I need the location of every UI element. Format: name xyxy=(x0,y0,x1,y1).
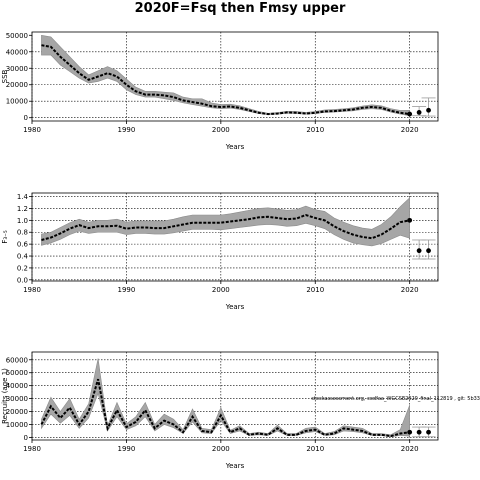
panel0-estimate-line xyxy=(41,44,410,116)
panel0-xlabel: Years xyxy=(225,143,245,151)
panel1-xtick-label: 1990 xyxy=(118,286,136,294)
panel2-xtick-label: 2000 xyxy=(212,445,230,453)
panel0-xtick-label: 2020 xyxy=(401,126,419,134)
recruitment-panel: 1980 1990 2000 2010 2020 0 10000 20000 30000 4000… xyxy=(1,351,480,470)
panel1-ylabel: F₃₋₅ xyxy=(1,230,9,244)
panel1-projection-point xyxy=(416,248,422,254)
panel2-xtick-label: 1990 xyxy=(118,445,136,453)
panel1-ytick-label: 0.4 xyxy=(17,253,29,261)
panel0-last-year-point xyxy=(407,111,413,117)
panel0-xtick-label: 1990 xyxy=(118,126,136,134)
panel0-ytick-label: 10000 xyxy=(6,98,28,106)
panel0-ytick-label: 30000 xyxy=(6,65,28,73)
panel1-xtick-label: 2010 xyxy=(306,286,324,294)
panel0-ylabel: SSB xyxy=(1,69,9,83)
panel2-projection-point xyxy=(416,429,422,435)
panel0-ytick-label: 20000 xyxy=(6,81,28,89)
panel2-ytick-label: 0 xyxy=(24,434,28,442)
panel2-frame xyxy=(31,351,439,441)
panel0-ytick-label: 0 xyxy=(24,114,28,122)
panel2-ytick-label: 30000 xyxy=(6,395,28,403)
panel1-estimate-line xyxy=(41,213,410,241)
panel1-xtick-label: 1980 xyxy=(23,286,41,294)
panel2-ytick-label: 10000 xyxy=(6,421,28,429)
panel2-xtick-label: 2020 xyxy=(401,445,419,453)
source-annotation: stockassessment.org, codfaa_WGCSE2020_fi… xyxy=(311,396,480,402)
panel1-ytick-label: 1.2 xyxy=(17,205,28,213)
panel1-xtick-label: 2020 xyxy=(401,286,419,294)
panel0-xtick-label: 1980 xyxy=(23,126,41,134)
panel1-confidence-band xyxy=(41,197,410,247)
panel1-xtick-label: 2000 xyxy=(212,286,230,294)
panel2-xtick-label: 2010 xyxy=(306,445,324,453)
panel2-ylabel: Recruits (age 1) xyxy=(1,368,9,424)
chart-title: 2020F=Fsq then Fmsy upper xyxy=(135,1,346,16)
panel0-xtick-label: 2000 xyxy=(212,126,230,134)
panel1-last-year-point xyxy=(407,217,413,223)
ssb-panel: 1980 1990 2000 2010 2020 0 10000 20000 30000 4000… xyxy=(1,31,439,151)
panel1-ytick-label: 0.0 xyxy=(17,276,28,284)
panel1-ytick-label: 0.6 xyxy=(17,241,29,249)
panel1-ytick-label: 0.8 xyxy=(17,229,28,237)
panel2-ytick-label: 20000 xyxy=(6,408,28,416)
panel1-frame xyxy=(31,192,439,282)
panel0-confidence-band xyxy=(41,34,410,117)
panel2-last-year-point xyxy=(407,429,413,435)
panel2-projection-point xyxy=(426,429,431,435)
panel1-ytick-label: 0.2 xyxy=(17,264,28,272)
panel1-ytick-label: 1.0 xyxy=(17,217,28,225)
panel2-xlabel: Years xyxy=(225,462,245,470)
panel2-ytick-label: 50000 xyxy=(6,369,28,377)
panel0-ytick-label: 40000 xyxy=(6,48,28,56)
panel0-xtick-label: 2010 xyxy=(306,126,324,134)
panel2-confidence-band xyxy=(41,358,410,438)
panel0-projection-point xyxy=(416,110,422,115)
panel2-ytick-label: 40000 xyxy=(6,382,28,390)
panel0-frame xyxy=(31,31,439,122)
panel1-ytick-label: 1.4 xyxy=(17,193,29,201)
panel0-projection-point xyxy=(426,107,431,113)
panel1-xlabel: Years xyxy=(225,303,245,311)
fishing-mortality-panel: 1980 1990 2000 2010 2020 0.0 0.2 0.4 0.6 0.8 1.0 1.… xyxy=(1,192,439,311)
panel0-ytick-label: 50000 xyxy=(6,32,28,40)
panel2-estimate-line xyxy=(40,378,410,438)
panel2-ytick-label: 60000 xyxy=(6,356,28,364)
panel2-xtick-label: 1980 xyxy=(23,445,41,453)
panel1-projection-point xyxy=(426,248,431,254)
